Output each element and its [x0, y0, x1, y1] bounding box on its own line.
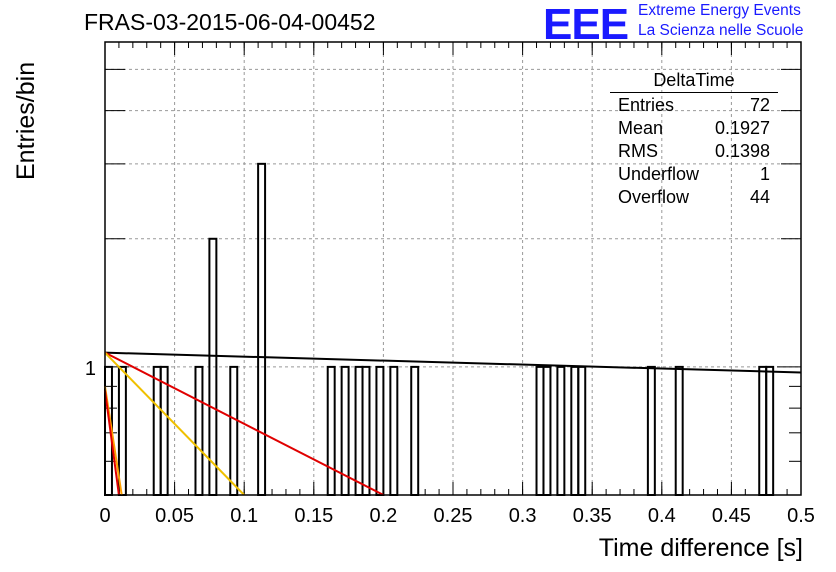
- stats-row-underflow: Underflow 1: [618, 164, 770, 184]
- x-tick-label: 0.1: [230, 505, 258, 527]
- x-tick-label: 0.05: [155, 505, 194, 527]
- histogram-bin: [570, 365, 580, 496]
- fit-line: [104, 351, 384, 496]
- histogram-bin: [765, 365, 775, 496]
- plot-frame: [104, 41, 802, 496]
- histogram-bin: [577, 365, 587, 496]
- eee-logo: EEE: [543, 0, 629, 49]
- histogram-bin: [410, 365, 420, 496]
- stats-title: DeltaTime: [610, 70, 778, 93]
- stats-box: DeltaTime Entries 72 Mean 0.1927 RMS 0.1…: [610, 70, 778, 209]
- x-tick-label: 0.45: [712, 505, 751, 527]
- histogram-bin: [361, 365, 371, 496]
- logo-subtitle-1: Extreme Energy Events: [638, 2, 801, 19]
- x-tick-label: 0.15: [294, 505, 333, 527]
- x-tick-label: 0.5: [787, 505, 815, 527]
- stats-row-rms: RMS 0.1398: [618, 141, 770, 161]
- x-tick-label: 0.3: [509, 505, 537, 527]
- histogram-bin: [535, 365, 545, 496]
- histogram-bin: [117, 365, 127, 496]
- x-tick-label: 0.25: [434, 505, 473, 527]
- histogram-bin: [152, 365, 162, 496]
- logo-subtitle-2: La Scienza nelle Scuole: [638, 22, 804, 39]
- histogram-bin: [326, 365, 336, 496]
- x-tick-label: 0.2: [369, 505, 397, 527]
- stats-row-mean: Mean 0.1927: [618, 118, 770, 138]
- x-tick-label: 0.35: [573, 505, 612, 527]
- x-tick-label: 0: [99, 505, 110, 527]
- x-axis-label: Time difference [s]: [598, 534, 803, 562]
- stats-row-overflow: Overflow 44: [618, 187, 770, 207]
- y-tick-label: 1: [85, 358, 96, 380]
- y-axis-label: Entries/bin: [12, 61, 40, 180]
- histogram-bin: [257, 162, 267, 496]
- histogram-bin: [159, 365, 169, 496]
- histogram-bin: [194, 365, 204, 496]
- histogram-bin: [375, 365, 385, 496]
- histogram-bin: [542, 365, 552, 496]
- fit-line: [104, 351, 245, 496]
- histogram-bin: [646, 365, 656, 496]
- histogram-bin: [229, 365, 239, 496]
- histogram-bin: [354, 365, 364, 496]
- histogram-bin: [389, 365, 399, 496]
- x-tick-label: 0.4: [648, 505, 676, 527]
- histogram-bin: [758, 365, 768, 496]
- fit-line: [104, 390, 120, 496]
- fit-line: [104, 351, 802, 374]
- chart-title: FRAS-03-2015-06-04-00452: [84, 9, 376, 35]
- histogram-bin: [556, 365, 566, 496]
- histogram-bin: [674, 365, 684, 496]
- stats-row-entries: Entries 72: [618, 95, 770, 115]
